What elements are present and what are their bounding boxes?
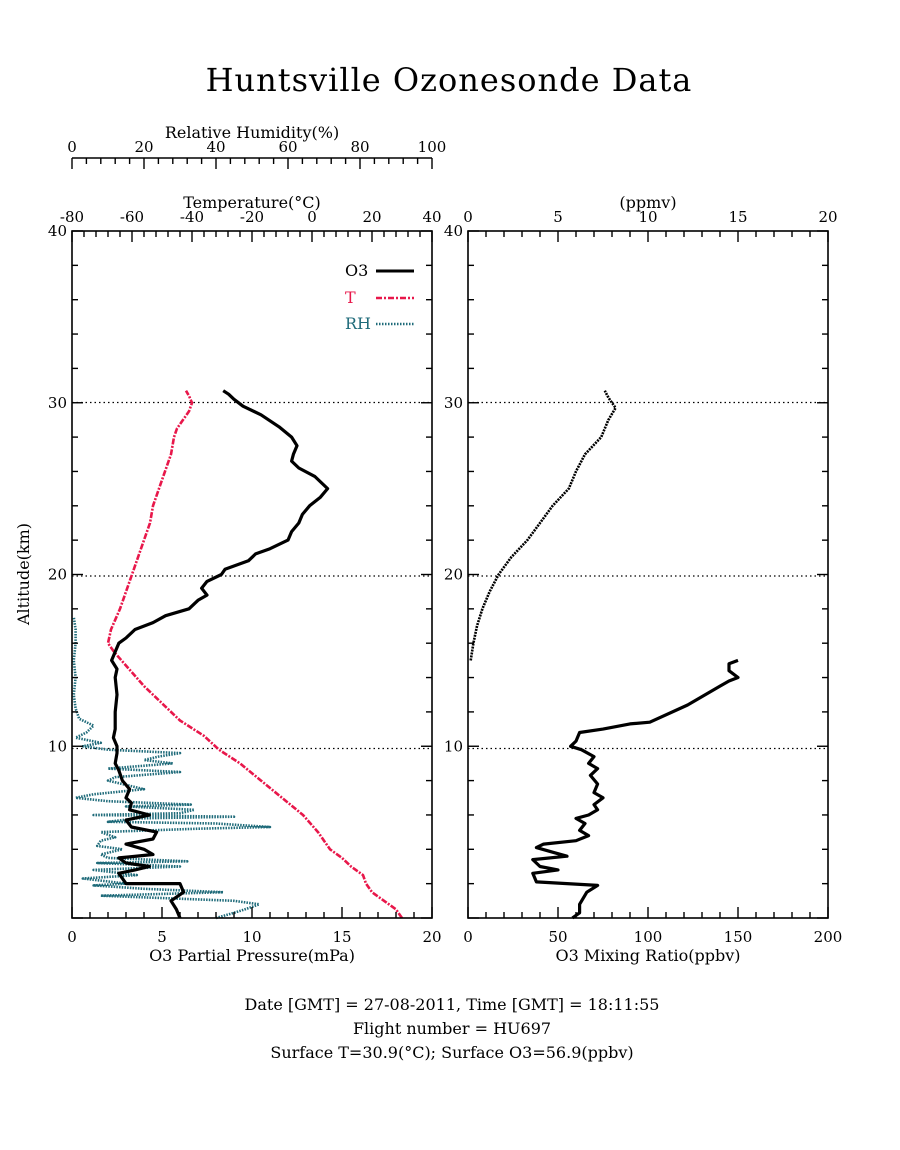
footer-surface-values: Surface T=30.9(°C); Surface O3=56.9(ppbv…	[270, 1043, 633, 1062]
mixing-ratio-axis-tick-label-200: 200	[814, 928, 843, 946]
o3-mixing-ratio-ppbv-line	[531, 658, 740, 920]
o3-pressure-axis-tick-label-5: 5	[157, 928, 167, 946]
temperature-line	[106, 390, 404, 919]
mixing-ratio-axis-tick-label-100: 100	[634, 928, 663, 946]
temperature-axis-tick-label-40: 40	[422, 208, 441, 226]
ppmv-axis-tick-label-15: 15	[728, 208, 747, 226]
footer-flight-number: Flight number = HU697	[353, 1019, 551, 1038]
right-altitude-ytick-label-40: 40	[444, 222, 463, 240]
o3-pressure-axis-tick-label-10: 10	[242, 928, 261, 946]
o3-pressure-axis-tick-label-20: 20	[422, 928, 441, 946]
mixing-ratio-axis-tick-label-50: 50	[548, 928, 567, 946]
legend-label-t: T	[345, 288, 356, 307]
rh-axis-tick-label-100: 100	[418, 138, 447, 156]
y-axis-label: Altitude(km)	[14, 523, 33, 626]
temperature-axis-tick-label-0: 0	[307, 208, 317, 226]
right-panel: 0 50 100 150 200 0 5 10 15 20 10 20 30 40 O3 Mixing R…	[444, 193, 842, 965]
right-altitude-ytick-label-10: 10	[444, 737, 463, 755]
legend-label-o3: O3	[345, 261, 368, 280]
right-altitude-ytick-label-20: 20	[444, 566, 463, 584]
x-axis-label-temperature: Temperature(°C)	[183, 193, 321, 212]
o3-pressure-axis-tick-label-15: 15	[332, 928, 351, 946]
left-panel: 0 5 10 15 20 -80 -60 -40 -20 0 20 40 0 20 40 60 80 100 10 2…	[14, 123, 446, 965]
left-altitude-ytick-label-30: 30	[48, 394, 67, 412]
right-plot-frame	[467, 230, 829, 919]
right-series-group	[469, 390, 740, 920]
ppmv-axis-tick-label-5: 5	[553, 208, 563, 226]
ppmv-axis-tick-label-20: 20	[818, 208, 837, 226]
mixing-ratio-axis-tick-label-0: 0	[463, 928, 473, 946]
legend: O3 T RH	[345, 261, 414, 333]
rh-line	[72, 617, 272, 920]
temperature-axis-tick-label-60: -60	[120, 208, 144, 226]
x-axis-label-ppmv: (ppmv)	[619, 193, 676, 212]
temperature-axis-tick-label-40: -40	[180, 208, 204, 226]
x-axis-label-mixing-ratio: O3 Mixing Ratio(ppbv)	[555, 946, 740, 965]
footer-date-time: Date [GMT] = 27-08-2011, Time [GMT] = 18…	[245, 995, 660, 1014]
left-altitude-ytick-label-40: 40	[48, 222, 67, 240]
o3-partial-pressure-line	[109, 389, 330, 919]
o3-pressure-axis-tick-label-0: 0	[67, 928, 77, 946]
temperature-axis-tick-label-20: -20	[240, 208, 264, 226]
rh-axis-tick-label-60: 60	[278, 138, 297, 156]
right-altitude-ytick-label-30: 30	[444, 394, 463, 412]
ppmv-axis-tick-label-10: 10	[638, 208, 657, 226]
legend-label-rh: RH	[345, 314, 371, 333]
rh-axis-tick-label-20: 20	[134, 138, 153, 156]
left-altitude-ytick-label-10: 10	[48, 737, 67, 755]
temperature-axis-tick-label-80: -80	[60, 208, 84, 226]
left-series-group	[72, 389, 404, 920]
left-ticks-group: 0 5 10 15 20 -80 -60 -40 -20 0 20 40 0 20 40 60 80 100 10 2…	[48, 138, 446, 946]
rh-axis-tick-label-40: 40	[206, 138, 225, 156]
rh-axis-tick-label-80: 80	[350, 138, 369, 156]
o3-mixing-ratio-ppmv-line	[469, 390, 617, 661]
right-ticks-group: 0 50 100 150 200 0 5 10 15 20 10 20 30 40	[444, 208, 842, 946]
ppmv-axis-tick-label-0: 0	[463, 208, 473, 226]
x-axis-label-rh: Relative Humidity(%)	[165, 123, 339, 142]
rh-axis-tick-label-0: 0	[67, 138, 77, 156]
mixing-ratio-axis-tick-label-150: 150	[724, 928, 753, 946]
left-altitude-ytick-label-20: 20	[48, 566, 67, 584]
temperature-axis-tick-label-20: 20	[362, 208, 381, 226]
chart-title: Huntsville Ozonesonde Data	[206, 61, 693, 99]
x-axis-label-o3-pressure: O3 Partial Pressure(mPa)	[149, 946, 355, 965]
